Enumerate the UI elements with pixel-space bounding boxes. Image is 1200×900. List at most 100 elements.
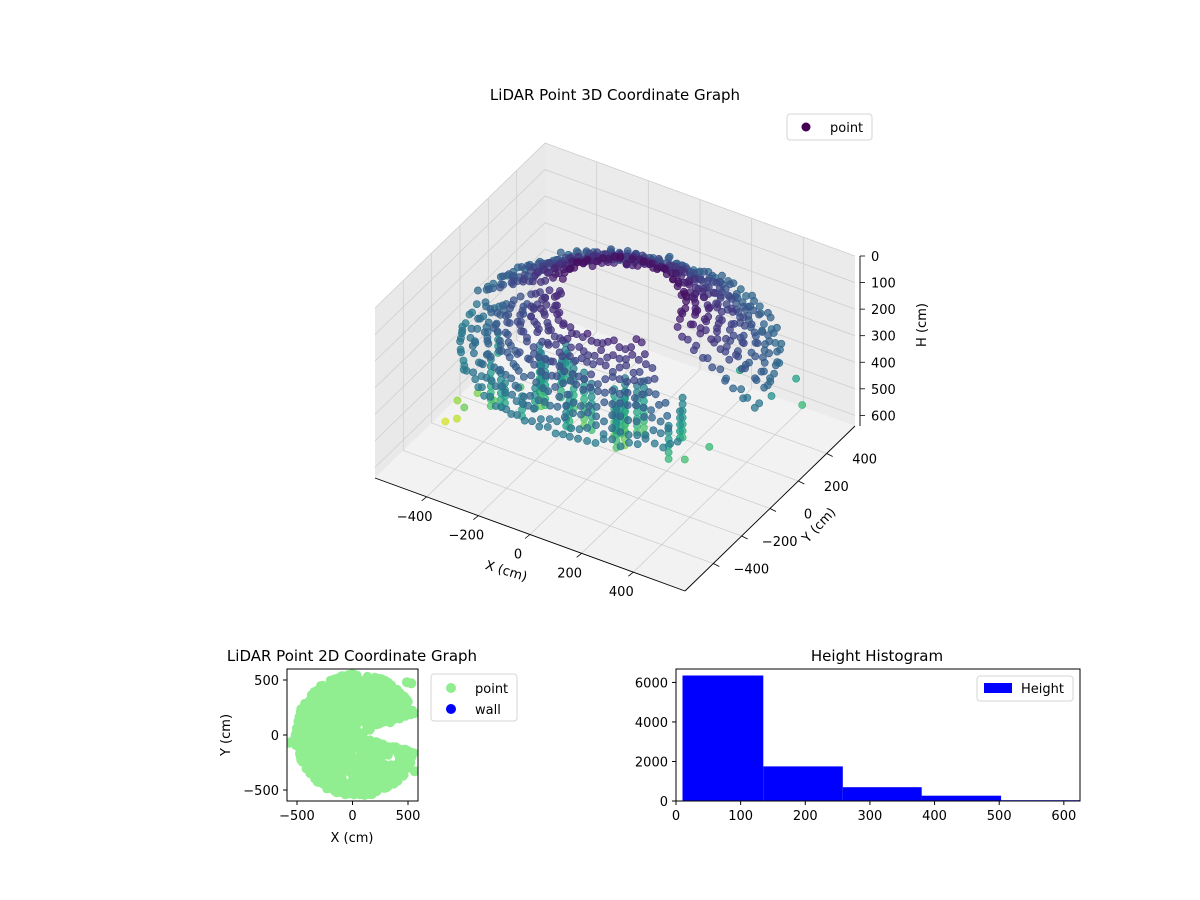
- chart-3d-point: [505, 353, 514, 362]
- chart-3d-point: [515, 348, 524, 357]
- chart-3d-point: [682, 297, 690, 306]
- chart-3d-point: [773, 347, 781, 356]
- chart-2d-points: [287, 669, 418, 800]
- chart-3d-point: [467, 324, 476, 333]
- chart-3d-y-gridline: [516, 170, 827, 454]
- chart-3d-point: [632, 335, 641, 343]
- chart-3d-point: [567, 424, 576, 433]
- chart-2d-point: [341, 705, 350, 715]
- chart-3d-point: [678, 400, 687, 409]
- chart-3d-point: [625, 438, 633, 447]
- chart-3d-point: [663, 411, 672, 420]
- chart-3d-point: [760, 358, 769, 367]
- chart-3d-point: [676, 427, 684, 436]
- chart-2d-x-label: X (cm): [331, 831, 374, 846]
- chart-3d-h-gridline: [374, 195, 856, 362]
- chart-3d-point: [716, 365, 725, 374]
- chart-3d-point: [543, 268, 552, 277]
- chart-histogram-x-tick-label: 100: [728, 809, 753, 824]
- chart-3d-point: [732, 350, 740, 359]
- chart-histogram: Height Histogram 0 100 200 300 400 500 6000200…: [635, 647, 1081, 824]
- chart-3d-point: [678, 332, 686, 341]
- chart-3d-point: [716, 293, 725, 302]
- chart-3d-point: [708, 363, 717, 372]
- chart-3d-point: [514, 383, 523, 392]
- chart-2d-ticks: −500−500 0 0 500 500: [243, 674, 420, 824]
- chart-3d-point: [700, 267, 709, 276]
- chart-3d-point: [555, 392, 564, 401]
- chart-3d-point: [755, 302, 764, 311]
- chart-3d-y-gridline: [431, 253, 742, 537]
- chart-3d-point: [553, 402, 562, 411]
- chart-3d-point: [601, 361, 610, 370]
- chart-histogram-y-tick-label: 4000: [635, 716, 668, 731]
- chart-2d-point: [323, 769, 333, 779]
- chart-3d-point: [740, 321, 749, 330]
- chart-3d-point: [543, 423, 552, 431]
- chart-3d-point: [623, 388, 632, 397]
- chart-3d-point: [531, 289, 540, 298]
- chart-3d-point: [491, 382, 500, 391]
- chart-3d-point: [584, 351, 593, 360]
- chart-3d-point: [752, 332, 760, 340]
- chart-3d-point: [505, 319, 514, 327]
- chart-3d-point: [753, 339, 762, 347]
- chart-3d-point: [728, 308, 737, 316]
- chart-2d-point: [385, 699, 395, 709]
- chart-2d-x-tick-label: −500: [279, 809, 315, 824]
- chart-3d-point: [760, 320, 768, 328]
- chart-3d-point: [555, 362, 564, 371]
- chart-3d-x-tick-label: 400: [609, 585, 634, 600]
- chart-2d-point: [300, 699, 310, 709]
- chart-3d-point: [755, 310, 763, 319]
- chart-3d-point: [520, 416, 529, 425]
- chart-3d-h-tick-label: 400: [871, 356, 896, 371]
- chart-3d-point: [523, 337, 531, 346]
- chart-3d-point: [633, 408, 641, 417]
- chart-2d-point: [395, 746, 405, 756]
- chart-3d-point: [584, 408, 592, 417]
- chart-3d-point: [478, 360, 487, 369]
- chart-2d-y-label: Y (cm): [219, 714, 234, 757]
- chart-3d-title: LiDAR Point 3D Coordinate Graph: [490, 86, 740, 104]
- chart-3d-point: [615, 354, 624, 363]
- chart-3d-point: [462, 366, 471, 375]
- chart-3d-point: [700, 293, 709, 302]
- chart-3d-point: [616, 399, 624, 408]
- chart-3d-point: [630, 376, 639, 385]
- chart-2d-legend-label-point: point: [475, 682, 508, 697]
- chart-2d-y-tick-label: −500: [243, 784, 279, 799]
- chart-3d-point: [496, 283, 504, 292]
- chart-histogram-bar: [842, 787, 922, 801]
- chart-2d: LiDAR Point 2D Coordinate Graph −500−500…: [219, 647, 518, 846]
- chart-2d-point: [317, 691, 326, 701]
- chart-3d-point: [673, 282, 682, 291]
- chart-3d-point: [496, 365, 505, 374]
- chart-3d-point: [537, 278, 545, 286]
- chart-3d-y-tick: [826, 453, 833, 457]
- chart-3d-point: [529, 343, 538, 352]
- chart-3d-point: [640, 423, 648, 432]
- chart-2d-point: [363, 671, 372, 681]
- chart-3d-point: [739, 313, 748, 321]
- chart-3d-point: [485, 285, 493, 294]
- chart-2d-point: [406, 678, 417, 689]
- chart-3d-point: [577, 410, 585, 419]
- chart-3d-x-tick-label: 200: [557, 566, 582, 581]
- chart-3d-point: [673, 323, 682, 331]
- chart-2d-point: [358, 701, 368, 711]
- chart-3d-point: [648, 364, 657, 372]
- chart-3d-point: [544, 340, 553, 349]
- chart-3d-point: [471, 375, 480, 384]
- chart-2d-point: [322, 752, 331, 762]
- chart-2d-point: [321, 714, 331, 723]
- chart-3d-point: [577, 402, 585, 410]
- chart-3d-point: [616, 428, 625, 436]
- chart-3d-point: [514, 366, 523, 375]
- chart-2d-point: [321, 698, 331, 708]
- chart-3d-point: [525, 355, 534, 364]
- chart-3d-point: [676, 414, 684, 422]
- chart-3d-point: [623, 377, 631, 386]
- chart-histogram-bar: [921, 795, 1002, 801]
- chart-3d-y-tick: [798, 480, 805, 485]
